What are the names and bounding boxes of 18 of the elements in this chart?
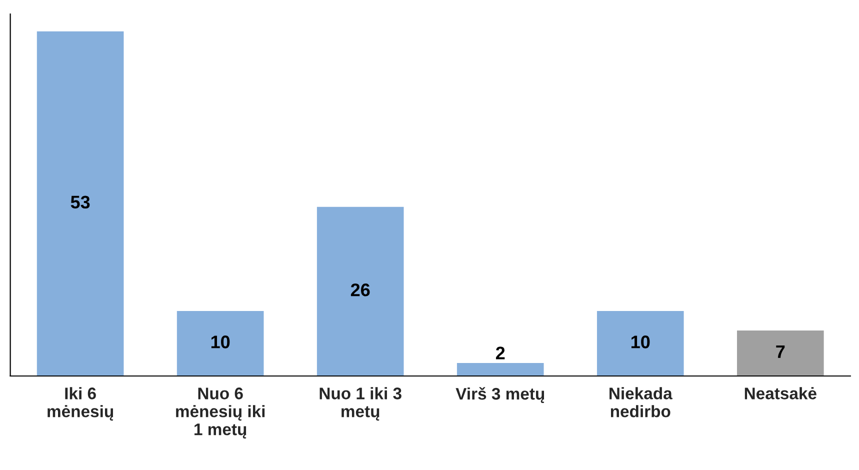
data-label: 26 [350, 284, 370, 296]
x-tick-label: Nuo 1 iki 3 metų [320, 387, 402, 421]
bar [596, 310, 684, 376]
bar [176, 310, 264, 376]
x-tick-label: Niekada nedirbo [610, 387, 672, 418]
data-label: 10 [631, 336, 650, 348]
bar [736, 330, 824, 376]
bar [456, 362, 544, 376]
bar [316, 206, 404, 376]
bar [36, 31, 124, 376]
data-label: 53 [70, 196, 90, 209]
data-label: 7 [776, 345, 785, 358]
data-label: 10 [211, 336, 230, 348]
x-tick-label: Neatsakė [744, 387, 816, 400]
x-tick-label: Nuo 6 mėnesių iki 1 metų [176, 388, 265, 439]
x-tick-label: Iki 6 mėnesių [48, 387, 114, 421]
x-tick-label: Virš 3 metų [456, 387, 544, 404]
data-label: 2 [496, 346, 505, 360]
